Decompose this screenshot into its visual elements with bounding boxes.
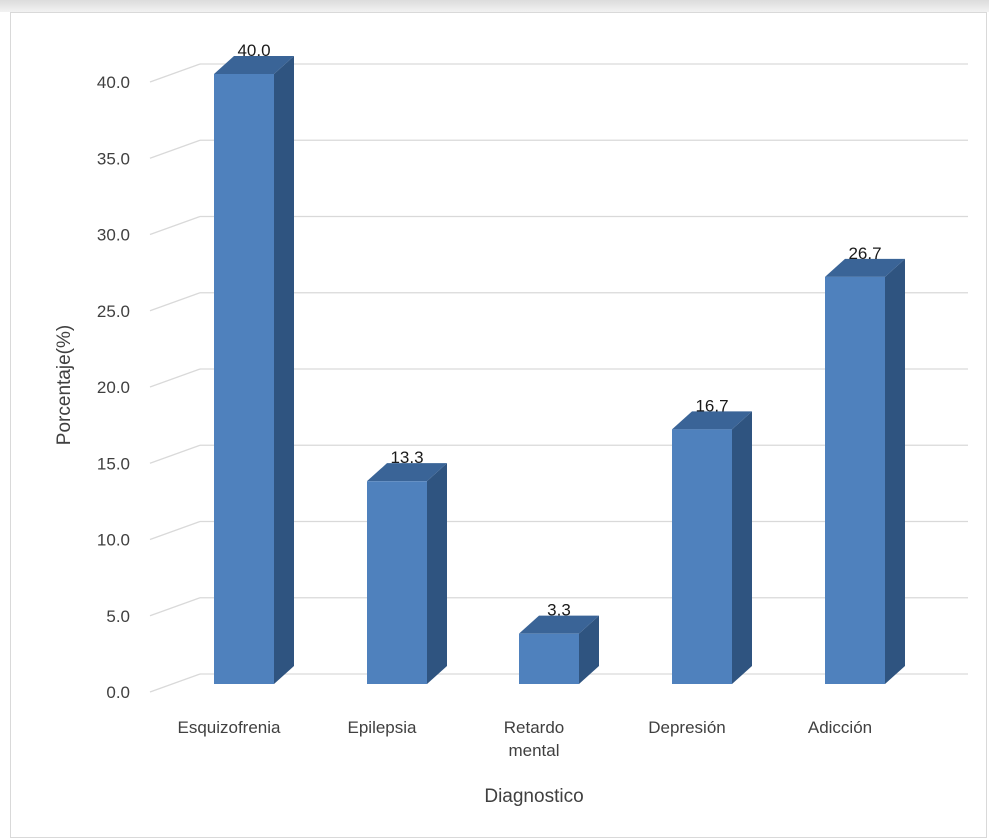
gridline-diag	[149, 368, 201, 388]
bar-side	[579, 615, 599, 684]
x-tick-label: Retardo	[504, 718, 564, 737]
bar-side	[427, 463, 447, 684]
y-tick-label: 5.0	[106, 607, 130, 626]
gridline-diag	[149, 292, 201, 312]
data-label: 40.0	[237, 41, 270, 60]
y-tick-label: 40.0	[97, 73, 130, 92]
gridline-diag	[149, 215, 201, 236]
bar-side	[885, 258, 905, 684]
x-tick-label: Epilepsia	[348, 718, 418, 737]
data-label: 13.3	[390, 448, 423, 467]
y-tick-label: 35.0	[97, 149, 130, 168]
x-tick-label: Esquizofrenia	[177, 718, 281, 737]
top-strip	[0, 0, 989, 12]
bar-side	[274, 56, 294, 684]
bar-top	[825, 258, 905, 277]
bar-top	[214, 56, 294, 74]
y-tick-label: 30.0	[97, 226, 130, 245]
gridline-diag	[149, 139, 201, 159]
x-axis-ticks: Esquizofrenia Epilepsia Retardo mental Depre…	[177, 718, 872, 760]
bar-top	[672, 411, 752, 430]
data-labels: 40.0 13.3 3.3 16.7 26.7	[237, 41, 881, 620]
bar	[519, 633, 579, 684]
y-tick-label: 0.0	[106, 683, 130, 702]
y-tick-label: 25.0	[97, 302, 130, 321]
data-label: 26.7	[848, 244, 881, 263]
bar-top	[519, 615, 599, 634]
bar	[672, 429, 732, 684]
bars	[214, 56, 905, 684]
y-tick-label: 15.0	[97, 454, 130, 473]
bar	[214, 74, 274, 684]
bar	[367, 481, 427, 684]
x-axis-title: Diagnostico	[484, 786, 583, 807]
bar-top	[367, 463, 447, 482]
x-tick-label: Adicción	[808, 718, 872, 737]
y-axis-ticks: 0.0 5.0 10.0 15.0 20.0 25.0 30.0 35.0 40.0	[97, 73, 130, 702]
data-label: 16.7	[695, 396, 728, 415]
gridline-diag	[149, 63, 201, 83]
bar	[825, 276, 885, 684]
gridline-diag	[149, 673, 201, 693]
y-axis-title: Porcentaje(%)	[54, 325, 75, 445]
gridline-diag	[149, 520, 201, 541]
y-tick-label: 10.0	[97, 531, 130, 550]
y-tick-label: 20.0	[97, 378, 130, 397]
bar-side	[732, 411, 752, 684]
gridline-diag	[149, 597, 201, 617]
gridline-diag	[149, 444, 201, 464]
x-tick-label: Depresión	[648, 718, 726, 737]
data-label: 3.3	[547, 601, 571, 620]
x-tick-label: mental	[508, 741, 559, 760]
